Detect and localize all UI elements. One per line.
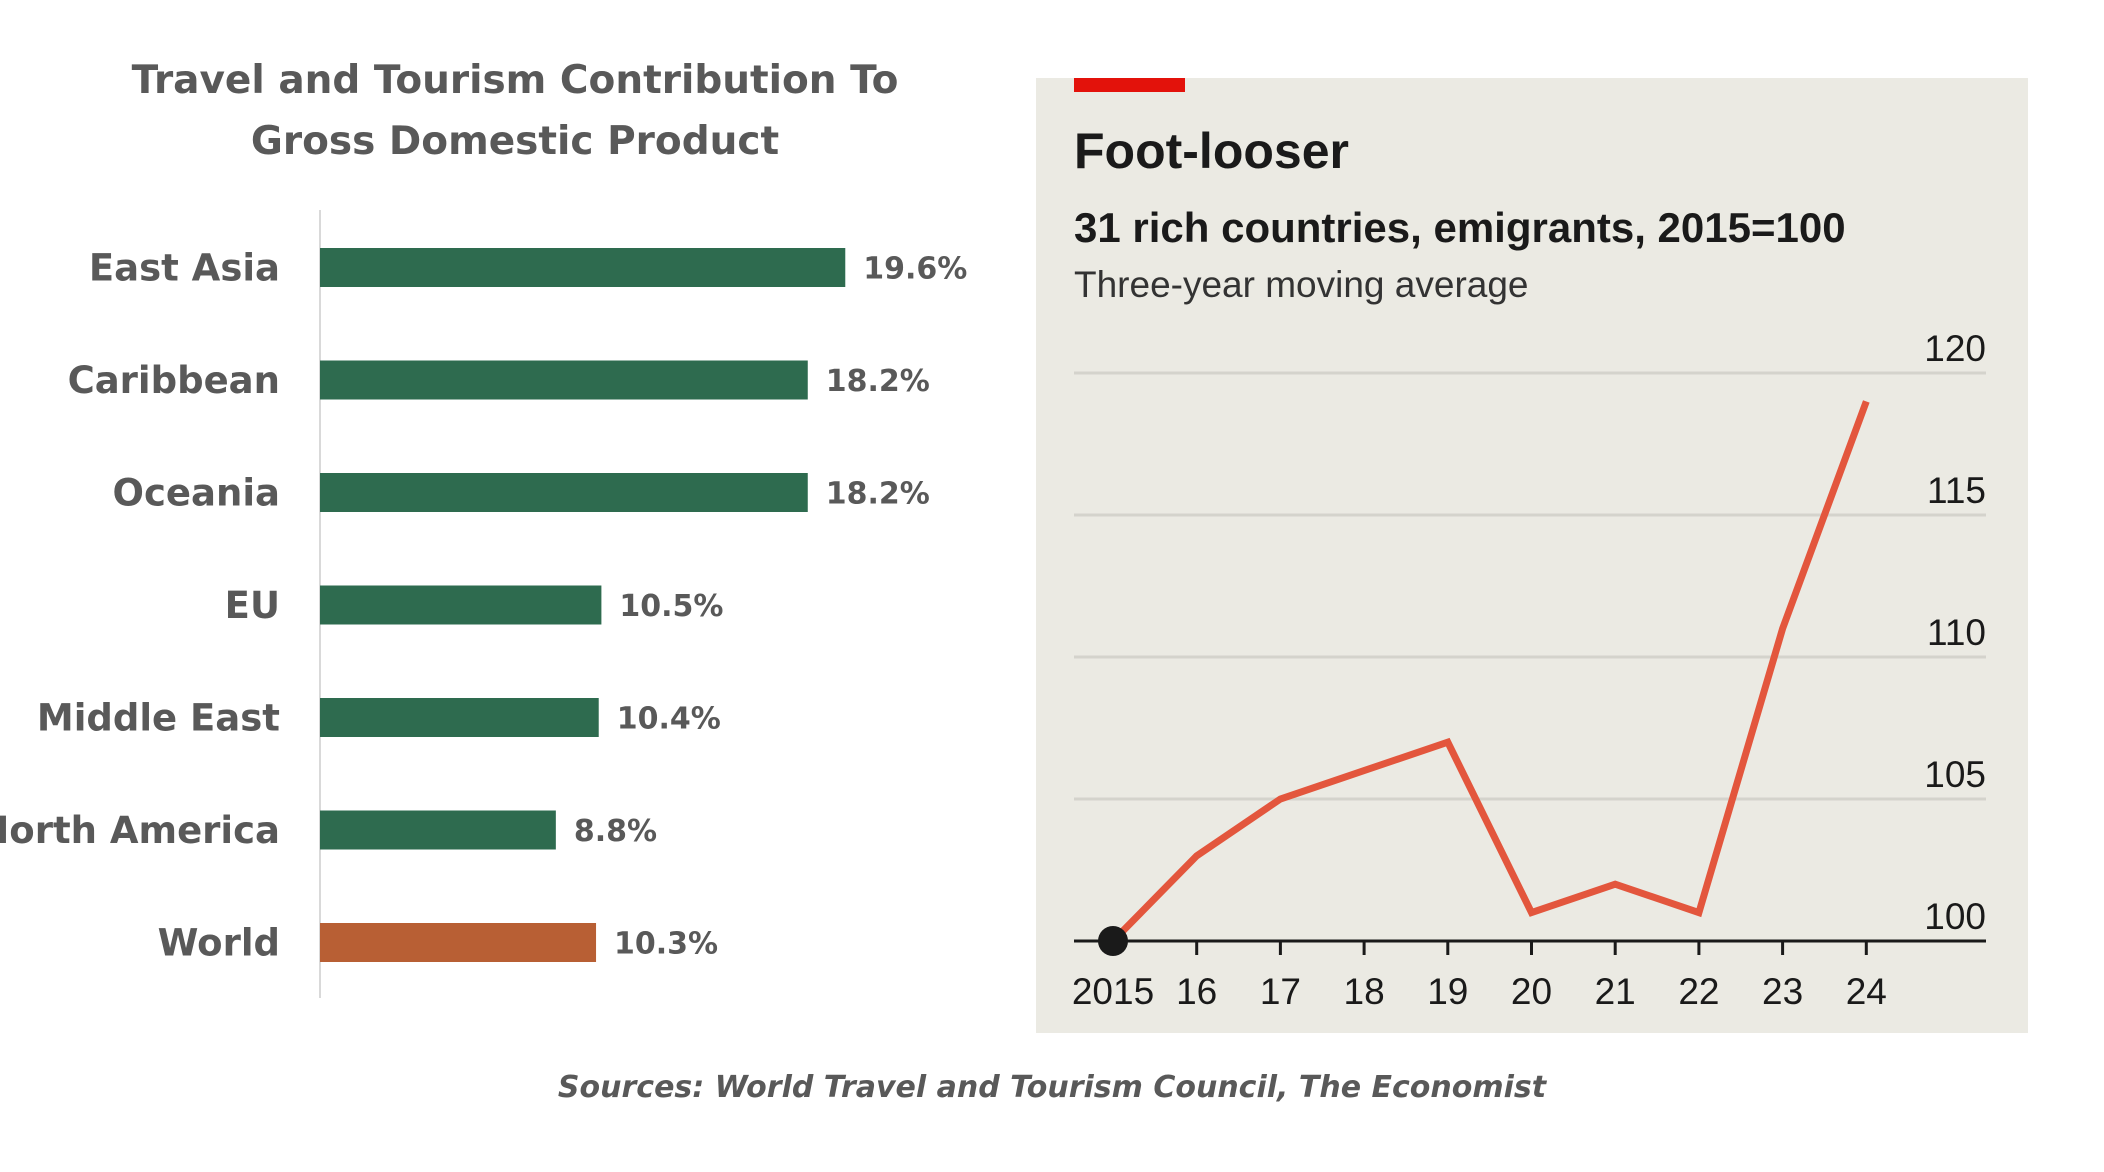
bar-caribbean	[320, 360, 808, 400]
bar-world	[320, 923, 597, 962]
x-tick-label-2020: 20	[1511, 971, 1552, 1012]
bar-value-caribbean: 18.2%	[826, 364, 930, 399]
bar-oceania	[320, 473, 808, 512]
bar-label-oceania: Oceania	[113, 472, 280, 515]
bar-east-asia	[320, 248, 846, 287]
y-tick-label-100: 100	[1924, 896, 1986, 937]
series-line-emigrants	[1110, 400, 1870, 944]
x-tick-label-2021: 21	[1595, 971, 1636, 1012]
bar-chart-title-line-1: Travel and Tourism Contribution To	[132, 58, 899, 103]
bar-label-middle-east: Middle East	[37, 697, 280, 740]
line-chart-subtitle: 31 rich countries, emigrants, 2015=100	[1074, 204, 1846, 251]
y-tick-label-105: 105	[1924, 754, 1986, 795]
bar-value-north-america: 8.8%	[574, 814, 657, 849]
bar-value-middle-east: 10.4%	[617, 702, 721, 737]
x-tick-label-2024: 24	[1846, 971, 1887, 1012]
bar-value-eu: 10.5%	[619, 589, 723, 624]
y-tick-label-115: 115	[1927, 470, 1986, 511]
bar-label-world: World	[158, 922, 280, 965]
bar-label-caribbean: Caribbean	[68, 359, 280, 402]
x-tick-label-2023: 23	[1762, 971, 1803, 1012]
bar-north-america	[320, 810, 556, 850]
x-tick-label-2015: 2015	[1072, 971, 1154, 1012]
bar-chart-title-line-2: Gross Domestic Product	[251, 119, 779, 164]
bar-label-eu: EU	[225, 584, 280, 627]
bar-middle-east	[320, 698, 599, 737]
accent-bar	[1074, 78, 1185, 92]
bar-eu	[320, 585, 602, 625]
bar-value-east-asia: 19.6%	[863, 252, 967, 287]
line-chart-title: Foot-looser	[1074, 123, 1349, 179]
bar-label-east-asia: East Asia	[89, 247, 280, 290]
x-tick-label-2016: 16	[1176, 971, 1217, 1012]
tourism-bar-chart: Travel and Tourism Contribution To Gross …	[0, 58, 967, 998]
x-tick-label-2019: 19	[1427, 971, 1468, 1012]
bar-value-world: 10.3%	[614, 927, 718, 962]
sources-note: Sources: World Travel and Tourism Counci…	[557, 1070, 1547, 1105]
x-tick-label-2018: 18	[1344, 971, 1385, 1012]
y-tick-label-110: 110	[1927, 612, 1986, 653]
base-year-marker	[1098, 926, 1128, 956]
bar-value-oceania: 18.2%	[826, 477, 930, 512]
x-tick-label-2022: 22	[1678, 971, 1719, 1012]
y-tick-label-120: 120	[1924, 328, 1986, 369]
x-tick-label-2017: 17	[1260, 971, 1301, 1012]
emigrants-chart-panel: Foot-looser 31 rich countries, emigrants,…	[1036, 78, 2028, 1033]
emigrants-line-chart: Foot-looser 31 rich countries, emigrants,…	[1072, 78, 1986, 1012]
line-chart-note: Three-year moving average	[1074, 264, 1529, 305]
bar-label-north-america: North America	[0, 809, 280, 852]
